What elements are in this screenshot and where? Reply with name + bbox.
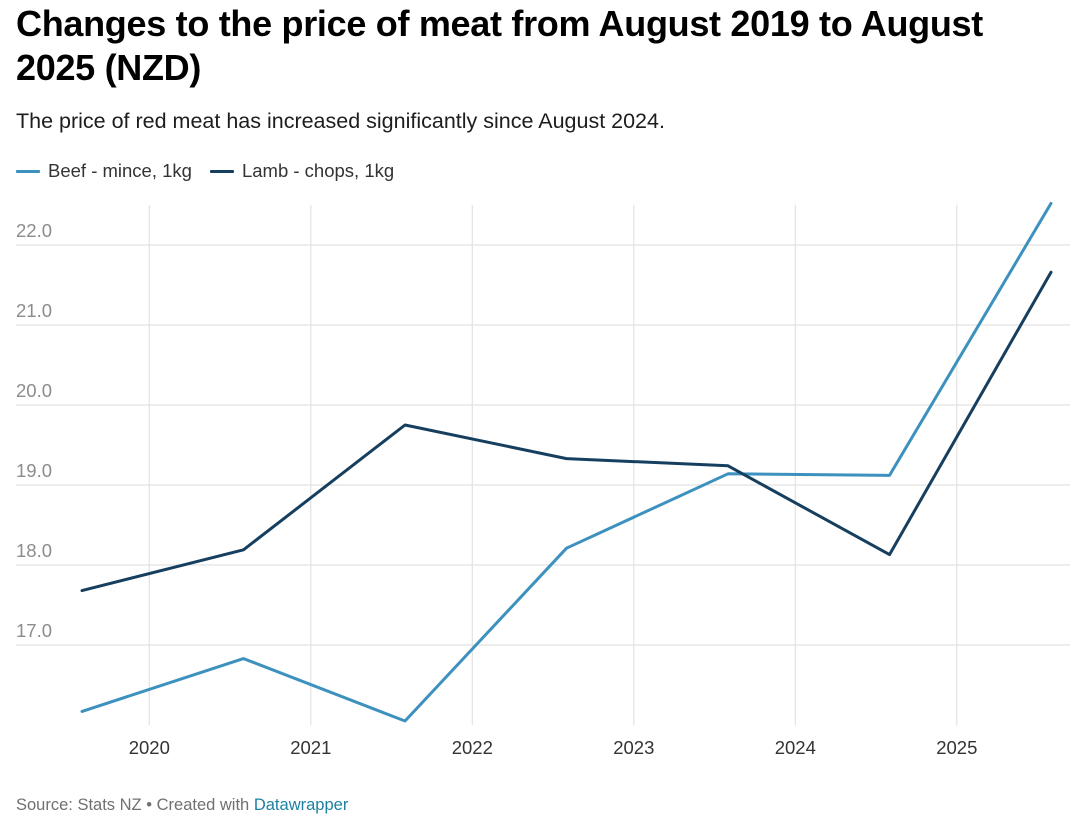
legend-item-beef: Beef - mince, 1kg [16,160,192,182]
source-text: Source: Stats NZ [16,796,142,814]
y-tick-label: 17.0 [16,620,52,641]
x-tick-label: 2024 [775,737,816,758]
series-line-lamb [80,270,1053,593]
chart-legend: Beef - mince, 1kg Lamb - chops, 1kg [16,158,412,184]
x-tick-label: 2023 [613,737,654,758]
x-tick-label: 2021 [290,737,331,758]
created-with-text: Created with [156,796,250,814]
y-tick-label: 20.0 [16,380,52,401]
series-line-beef [80,201,1053,723]
legend-swatch-beef [16,169,40,173]
y-tick-label: 22.0 [16,220,52,241]
y-tick-label: 18.0 [16,540,52,561]
x-tick-label: 2022 [452,737,493,758]
y-tick-label: 19.0 [16,460,52,481]
footer-separator: • [146,796,153,814]
y-axis: 17.0 18.0 19.0 20.0 21.0 22.0 [16,220,52,641]
legend-label-beef: Beef - mince, 1kg [48,160,192,181]
legend-item-lamb: Lamb - chops, 1kg [209,160,395,182]
chart-subtitle: The price of red meat has increased sign… [16,109,665,133]
x-tick-label: 2025 [936,737,977,758]
x-axis: 2020 2021 2022 2023 2024 2025 [129,737,978,758]
chart-footer: Source: Stats NZ • Created with Datawrap… [16,794,348,816]
y-tick-label: 21.0 [16,300,52,321]
legend-swatch-lamb [209,169,234,173]
x-tick-label: 2020 [129,737,170,758]
datawrapper-link[interactable]: Datawrapper [253,796,349,814]
line-chart: 17.018.019.020.021.022.0 2020 2021 2022 202… [16,201,1070,758]
legend-label-lamb: Lamb - chops, 1kg [241,160,395,181]
chart-title: Changes to the price of meat from August… [16,3,983,88]
grid-layer [16,205,1070,725]
series-layer [80,201,1053,723]
